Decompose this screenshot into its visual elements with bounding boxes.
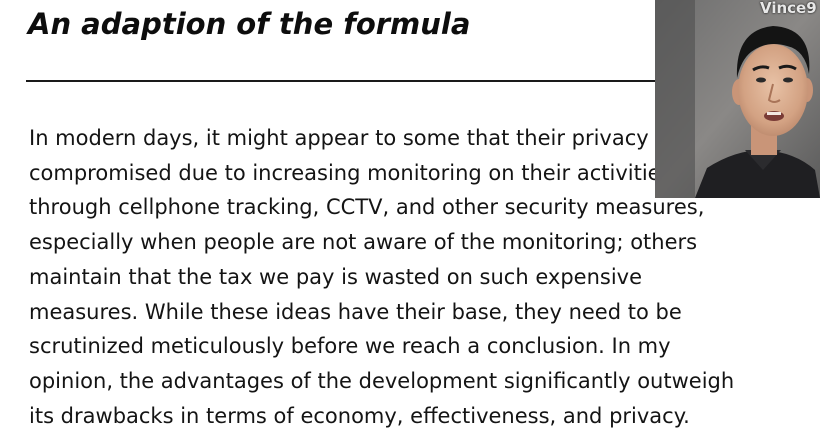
slide-title: An adaption of the formula (28, 7, 471, 41)
body-line-8: opinion, the advantages of the developme… (29, 368, 735, 393)
slide-body-paragraph: In modern days, it might appear to some … (29, 121, 820, 433)
body-line-5: maintain that the tax we pay is wasted o… (29, 264, 642, 289)
body-line-9: its drawbacks in terms of economy, effec… (29, 403, 690, 428)
body-line-2: compromised due to increasing monitoring… (29, 160, 672, 185)
body-line-3: through cellphone tracking, CCTV, and ot… (29, 195, 705, 220)
body-line-4: especially when people are not aware of … (29, 230, 698, 255)
webcam-name-label: Vince9 (760, 0, 817, 17)
webcam-overlay: Vince9 (655, 0, 820, 198)
body-line-7: scrutinized meticulously before we reach… (29, 334, 671, 359)
body-line-1: In modern days, it might appear to some … (29, 126, 673, 150)
presenter-video-frame (655, 0, 820, 198)
title-divider (26, 80, 676, 82)
body-line-6: measures. While these ideas have their b… (29, 299, 682, 324)
